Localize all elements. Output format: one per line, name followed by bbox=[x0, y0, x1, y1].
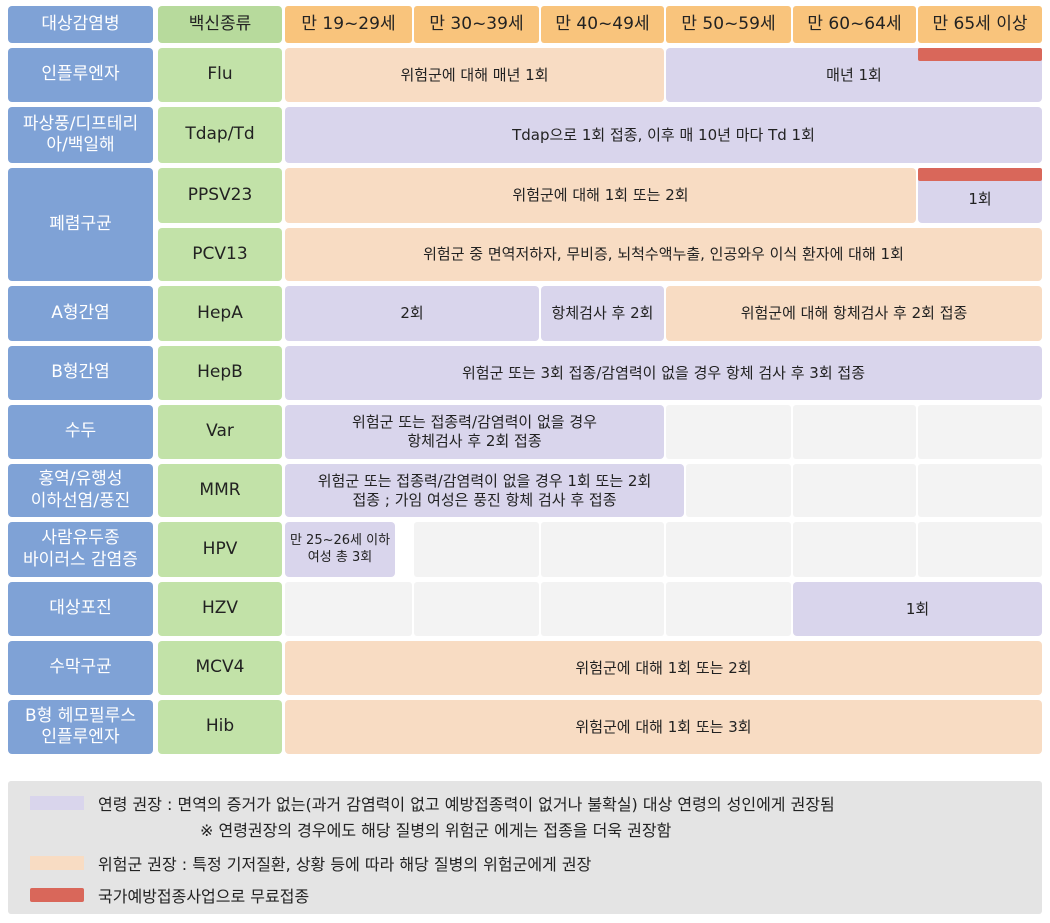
disease-hpv-line1: 사람유두종 bbox=[41, 528, 120, 549]
vaccine-ppsv23: PPSV23 bbox=[158, 168, 282, 223]
legend-peach-swatch bbox=[30, 856, 84, 870]
mmr-line2: 접종 ; 가임 여성은 풍진 항체 검사 후 접종 bbox=[352, 490, 617, 509]
legend-lavender-swatch bbox=[30, 796, 84, 810]
vaccine-mmr: MMR bbox=[158, 464, 282, 517]
blank-cell bbox=[793, 522, 916, 577]
var-age-cell: 위험군 또는 접종력/감염력이 없을 경우 항체검사 후 2회 접종 bbox=[285, 405, 664, 459]
hepb-age-cell: 위험군 또는 3회 접종/감염력이 없을 경우 항체 검사 후 3회 접종 bbox=[285, 346, 1042, 400]
var-line1: 위험군 또는 접종력/감염력이 없을 경우 bbox=[352, 413, 597, 432]
blank-cell bbox=[285, 582, 412, 636]
hpv-age-cell: 만 25~26세 이하 여성 총 3회 bbox=[285, 522, 395, 577]
disease-hepatitis-a: A형간염 bbox=[8, 286, 153, 341]
mcv4-risk-group-cell: 위험군에 대해 1회 또는 2회 bbox=[285, 641, 1042, 695]
tdap-age-cell: Tdap으로 1회 접종, 이후 매 10년 마다 Td 1회 bbox=[285, 107, 1042, 163]
legend-free-text: 국가예방접종사업으로 무료접종 bbox=[98, 887, 310, 906]
disease-hib-line2: 인플루엔자 bbox=[41, 727, 120, 747]
disease-hepatitis-b: B형간염 bbox=[8, 346, 153, 400]
blank-cell bbox=[666, 582, 791, 636]
disease-hib: B형 헤모필루스 인플루엔자 bbox=[8, 700, 153, 754]
legend-age-recommendation: 연령 권장 : 면역의 증거가 없는(과거 감염력이 없고 예방접종력이 없거나… bbox=[30, 791, 835, 815]
disease-herpes-zoster: 대상포진 bbox=[8, 582, 153, 636]
vaccine-mcv4: MCV4 bbox=[158, 641, 282, 695]
legend-box: 연령 권장 : 면역의 증거가 없는(과거 감염력이 없고 예방접종력이 없거나… bbox=[8, 781, 1042, 914]
hepa-antibody-cell: 항체검사 후 2회 bbox=[541, 286, 664, 341]
disease-meningococcal: 수막구균 bbox=[8, 641, 153, 695]
blank-cell bbox=[541, 582, 664, 636]
disease-tdap-line1: 파상풍/디프테리 bbox=[22, 113, 139, 134]
disease-influenza: 인플루엔자 bbox=[8, 48, 153, 102]
hzv-age-cell: 1회 bbox=[793, 582, 1042, 636]
vaccine-hepb: HepB bbox=[158, 346, 282, 400]
vaccine-hepa: HepA bbox=[158, 286, 282, 341]
legend-age-note: ※ 연령권장의 경우에도 해당 질병의 위험군 에게는 접종을 더욱 권장함 bbox=[200, 817, 671, 841]
hepa-age-cell: 2회 bbox=[285, 286, 539, 341]
legend-risk-recommendation: 위험군 권장 : 특정 기저질환, 상황 등에 따라 해당 질병의 위험군에게 … bbox=[30, 851, 591, 875]
header-age-30-39: 만 30~39세 bbox=[414, 6, 539, 43]
vaccine-var: Var bbox=[158, 405, 282, 459]
header-vaccine: 백신종류 bbox=[158, 6, 282, 43]
blank-cell bbox=[414, 522, 539, 577]
disease-mmr: 홍역/유행성 이하선염/풍진 bbox=[8, 464, 153, 517]
disease-pneumococcal: 폐렴구균 bbox=[8, 168, 153, 281]
mmr-age-cell: 위험군 또는 접종력/감염력이 없을 경우 1회 또는 2회 접종 ; 가임 여… bbox=[285, 464, 684, 517]
hepa-risk-group-cell: 위험군에 대해 항체검사 후 2회 접종 bbox=[666, 286, 1042, 341]
vaccine-hpv: HPV bbox=[158, 522, 282, 577]
hpv-line1: 만 25~26세 이하 bbox=[289, 533, 391, 549]
vaccine-tdap: Tdap/Td bbox=[158, 107, 282, 163]
header-age-50-59: 만 50~59세 bbox=[666, 6, 791, 43]
header-disease: 대상감염병 bbox=[8, 6, 153, 43]
header-age-40-49: 만 40~49세 bbox=[541, 6, 664, 43]
legend-risk-text: 위험군 권장 : 특정 기저질환, 상황 등에 따라 해당 질병의 위험군에게 … bbox=[98, 855, 592, 874]
legend-free-vaccination: 국가예방접종사업으로 무료접종 bbox=[30, 883, 309, 907]
var-line2: 항체검사 후 2회 접종 bbox=[407, 432, 542, 450]
mmr-line1: 위험군 또는 접종력/감염력이 없을 경우 1회 또는 2회 bbox=[317, 471, 652, 490]
header-age-19-29: 만 19~29세 bbox=[285, 6, 412, 43]
flu-free-marker bbox=[918, 48, 1042, 61]
hpv-line2: 여성 총 3회 bbox=[307, 549, 373, 565]
ppsv23-free-marker bbox=[918, 168, 1042, 181]
blank-cell bbox=[686, 464, 791, 517]
vaccine-flu: Flu bbox=[158, 48, 282, 102]
disease-tdap: 파상풍/디프테리 아/백일해 bbox=[8, 107, 153, 163]
blank-cell bbox=[666, 405, 791, 459]
disease-varicella: 수두 bbox=[8, 405, 153, 459]
blank-cell bbox=[414, 582, 539, 636]
vaccine-hib: Hib bbox=[158, 700, 282, 754]
legend-red-swatch bbox=[30, 888, 84, 902]
vaccine-hzv: HZV bbox=[158, 582, 282, 636]
pcv13-risk-group-cell: 위험군 중 면역저하자, 무비증, 뇌척수액누출, 인공와우 이식 환자에 대해… bbox=[285, 228, 1042, 281]
disease-hib-line1: B형 헤모필루스 bbox=[25, 705, 136, 726]
header-age-60-64: 만 60~64세 bbox=[793, 6, 916, 43]
disease-hpv: 사람유두종 바이러스 감염증 bbox=[8, 522, 153, 577]
legend-age-text: 연령 권장 : 면역의 증거가 없는(과거 감염력이 없고 예방접종력이 없거나… bbox=[98, 795, 835, 814]
blank-cell bbox=[666, 522, 791, 577]
blank-cell bbox=[918, 405, 1042, 459]
flu-risk-group-cell: 위험군에 대해 매년 1회 bbox=[285, 48, 664, 102]
blank-cell bbox=[793, 464, 916, 517]
blank-cell bbox=[793, 405, 916, 459]
disease-tdap-line2: 아/백일해 bbox=[46, 135, 115, 155]
legend-note-text: ※ 연령권장의 경우에도 해당 질병의 위험군 에게는 접종을 더욱 권장함 bbox=[200, 821, 672, 840]
blank-cell bbox=[541, 522, 664, 577]
header-age-65-plus: 만 65세 이상 bbox=[918, 6, 1042, 43]
disease-mmr-line1: 홍역/유행성 bbox=[38, 469, 123, 490]
ppsv23-risk-group-cell: 위험군에 대해 1회 또는 2회 bbox=[285, 168, 916, 223]
blank-cell bbox=[918, 464, 1042, 517]
disease-mmr-line2: 이하선염/풍진 bbox=[30, 490, 131, 511]
disease-hpv-line2: 바이러스 감염증 bbox=[23, 549, 138, 570]
blank-cell bbox=[918, 522, 1042, 577]
hib-risk-group-cell: 위험군에 대해 1회 또는 3회 bbox=[285, 700, 1042, 754]
vaccine-pcv13: PCV13 bbox=[158, 228, 282, 281]
